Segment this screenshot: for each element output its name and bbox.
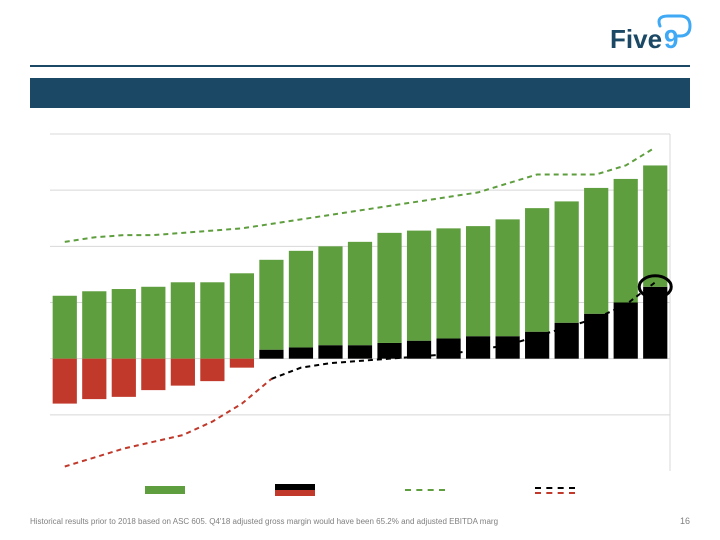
top-rule	[30, 65, 690, 67]
chart-area	[40, 130, 680, 475]
brand-text: Five	[610, 24, 662, 54]
footnote-text: Historical results prior to 2018 based o…	[30, 517, 498, 526]
title-band	[30, 78, 690, 108]
brand-logo: Five 9	[610, 14, 692, 61]
svg-text:9: 9	[664, 24, 678, 54]
legend-black-red-dash	[535, 487, 575, 494]
legend-green-bar	[145, 486, 185, 494]
page-number: 16	[680, 516, 690, 526]
legend	[100, 480, 620, 500]
legend-black-red-bar	[275, 484, 315, 496]
legend-green-dash	[405, 489, 445, 491]
